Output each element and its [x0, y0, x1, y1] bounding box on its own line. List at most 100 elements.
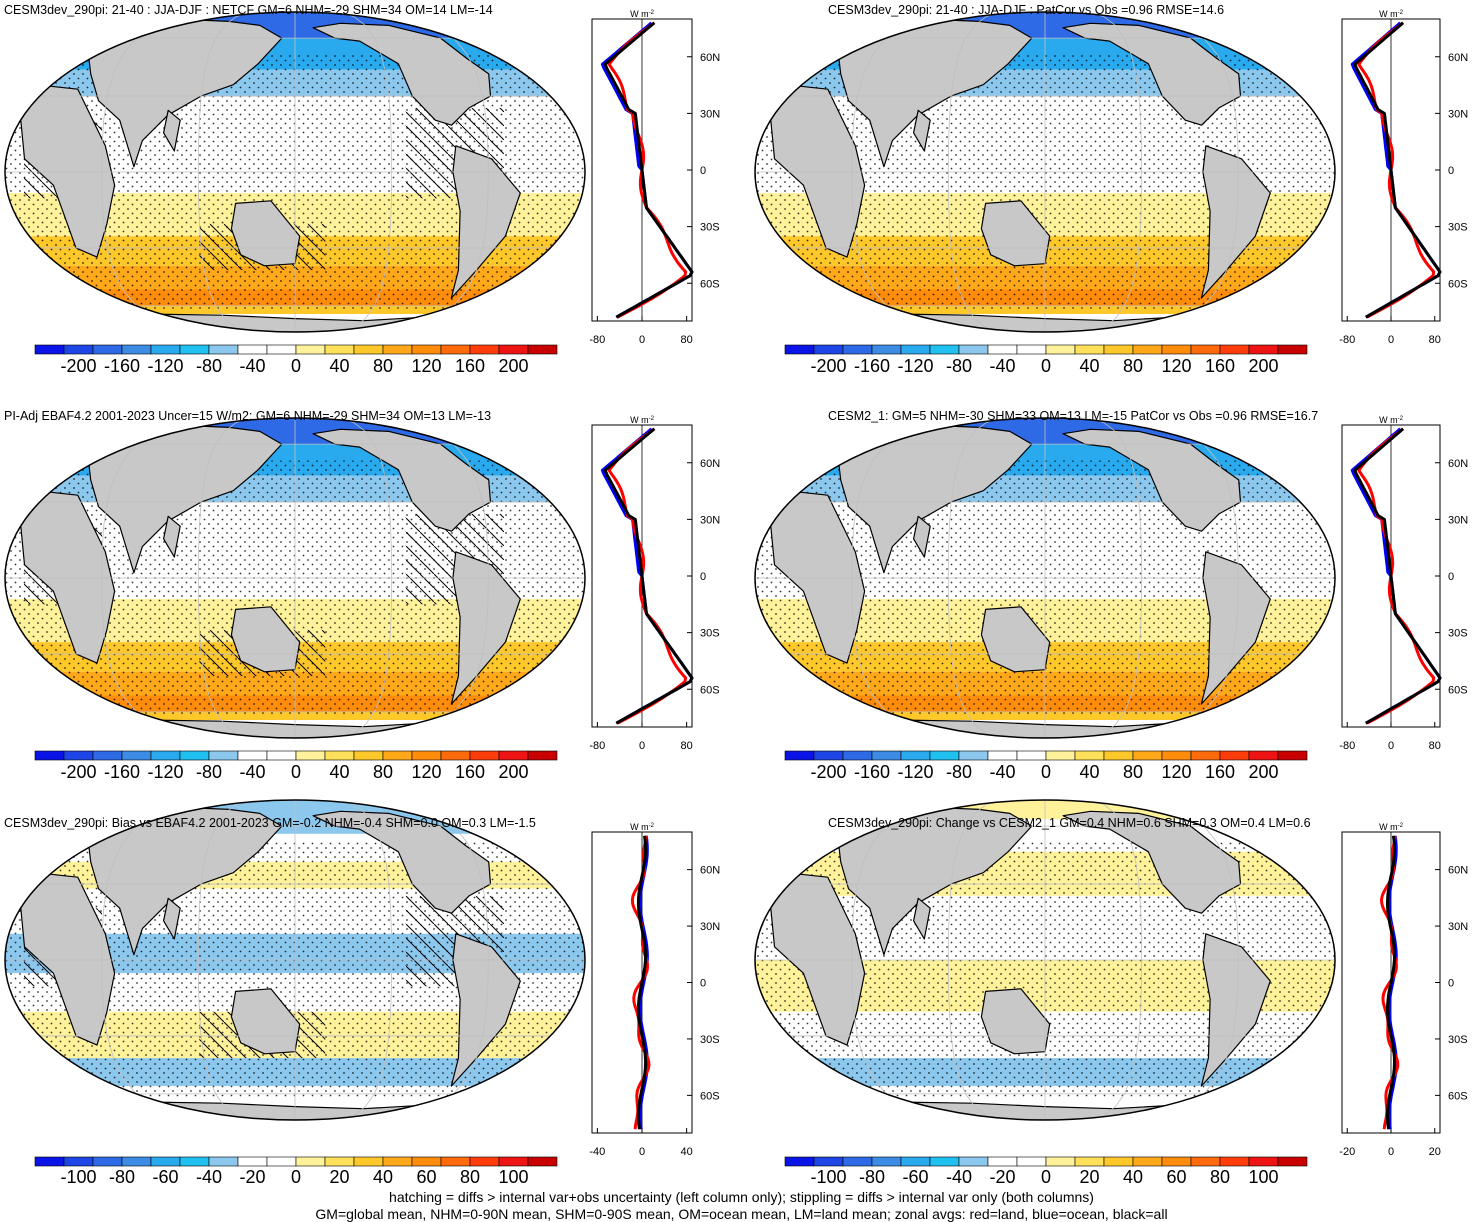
colorbar-box	[900, 750, 931, 761]
colorbar-label: 160	[455, 762, 485, 782]
colorbar-box	[1074, 1156, 1105, 1167]
colorbar-box	[469, 750, 500, 761]
colorbar-box	[1277, 1156, 1308, 1167]
colorbar-label: -200	[810, 356, 846, 376]
colorbar-box	[1132, 750, 1163, 761]
colorbar-label: 60	[416, 1167, 436, 1187]
colorbar-box	[1074, 344, 1105, 355]
colorbar-box	[900, 1156, 931, 1167]
colorbar-box	[1248, 1156, 1279, 1167]
zonal-tick-label: 0	[1388, 334, 1394, 346]
colorbar-box	[1045, 750, 1076, 761]
zonal-tick-label: 20	[1429, 1146, 1441, 1158]
colorbar-box	[121, 344, 152, 355]
colorbar-box	[1103, 344, 1134, 355]
colorbar-label: 200	[498, 762, 528, 782]
colorbar-box	[813, 750, 844, 761]
zonal-mean-6: -20 0 20 60N 30N 0 30S 60S W m-2	[1339, 822, 1468, 1158]
colorbar-box	[1045, 344, 1076, 355]
colorbar-box	[1103, 1156, 1134, 1167]
colorbar-label: 40	[373, 1167, 393, 1187]
colorbar-box	[92, 1156, 123, 1167]
colorbar-label: -160	[854, 762, 890, 782]
colorbar-label: -60	[152, 1167, 178, 1187]
colorbar-box	[353, 750, 384, 761]
map-panel-4	[754, 417, 1336, 739]
lat-label: 0	[700, 571, 706, 583]
zonal-tick-label: 0	[1388, 1146, 1394, 1158]
colorbar-box	[440, 1156, 471, 1167]
colorbar-box	[150, 1156, 181, 1167]
zonal-tick-label: 80	[1429, 334, 1441, 346]
lat-label: 60N	[700, 458, 720, 470]
colorbar-box	[813, 344, 844, 355]
colorbar-box	[237, 344, 268, 355]
colorbar-label: -100	[810, 1167, 846, 1187]
colorbar-box	[1277, 344, 1308, 355]
zonal-mean-5: -40 0 40 60N 30N 0 30S 60S W m-2	[589, 822, 720, 1158]
zonal-tick-label: 80	[1429, 740, 1441, 752]
colorbar-label: 80	[1210, 1167, 1230, 1187]
colorbar-box	[1103, 750, 1134, 761]
colorbar-box	[324, 344, 355, 355]
zonal-tick-label: 0	[1388, 740, 1394, 752]
colorbar-box	[842, 750, 873, 761]
unit-label: W m-2	[1379, 822, 1403, 832]
colorbar-box	[929, 344, 960, 355]
colorbar-label: -80	[196, 356, 222, 376]
colorbar-box	[150, 344, 181, 355]
lat-label: 30N	[700, 514, 720, 526]
colorbar-label: 120	[411, 356, 441, 376]
colorbar-box	[1219, 1156, 1250, 1167]
lat-label: 30S	[700, 1034, 720, 1046]
lat-label: 60S	[700, 1090, 720, 1102]
lat-label: 30S	[1448, 628, 1468, 640]
colorbar-label: -120	[147, 356, 183, 376]
zonal-mean-1: -80 0 80 60N 30N 0 30S 60S W m-2	[589, 9, 720, 346]
colorbar-box	[1161, 750, 1192, 761]
colorbar-label: 120	[411, 762, 441, 782]
colorbar-label: 0	[291, 1167, 301, 1187]
colorbar-box	[958, 344, 989, 355]
colorbar-label: 80	[1123, 762, 1143, 782]
colorbar-label: 20	[329, 1167, 349, 1187]
colorbar-box	[179, 1156, 210, 1167]
colorbar-box	[237, 750, 268, 761]
colorbar-box	[92, 344, 123, 355]
colorbar-box	[382, 344, 413, 355]
colorbar-label: -160	[854, 356, 890, 376]
colorbar-box	[121, 750, 152, 761]
colorbar-box	[498, 344, 529, 355]
colorbar-2: -200 -160 -120 -80 -40 0 40 80 120 160 200	[784, 344, 1308, 376]
colorbar-label: 0	[1041, 762, 1051, 782]
colorbar-box	[63, 344, 94, 355]
colorbar-box	[842, 344, 873, 355]
colorbar-label: 100	[498, 1167, 528, 1187]
colorbar-box	[813, 1156, 844, 1167]
colorbar-box	[842, 1156, 873, 1167]
colorbar-label: 80	[460, 1167, 480, 1187]
colorbar-label: -80	[946, 762, 972, 782]
colorbar-1: -200 -160 -120 -80 -40 0 40 80 120 160 200	[34, 344, 558, 376]
colorbar-label: 40	[329, 356, 349, 376]
lat-label: 60S	[1448, 278, 1468, 290]
colorbar-label: -80	[859, 1167, 885, 1187]
lat-label: 60N	[1448, 458, 1468, 470]
colorbar-label: -40	[989, 356, 1015, 376]
zonal-tick-label: -20	[1339, 1146, 1355, 1158]
colorbar-label: 160	[455, 356, 485, 376]
colorbar-box	[1219, 750, 1250, 761]
colorbar-label: -120	[147, 762, 183, 782]
unit-label: W m-2	[1379, 9, 1403, 19]
colorbar-box	[987, 344, 1018, 355]
colorbar-box	[411, 344, 442, 355]
colorbar-box	[353, 1156, 384, 1167]
lat-label: 30N	[1448, 921, 1468, 933]
colorbar-box	[208, 750, 239, 761]
colorbar-box	[411, 750, 442, 761]
colorbar-label: -120	[897, 356, 933, 376]
zonal-mean-4: -80 0 80 60N 30N 0 30S 60S W m-2	[1339, 415, 1468, 752]
map-outline	[754, 11, 1336, 333]
colorbar-box	[1248, 750, 1279, 761]
